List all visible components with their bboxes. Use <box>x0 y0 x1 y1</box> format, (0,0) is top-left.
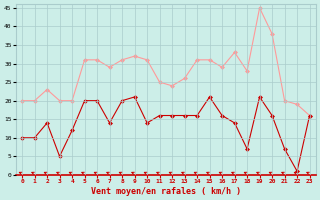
X-axis label: Vent moyen/en rafales ( km/h ): Vent moyen/en rafales ( km/h ) <box>91 187 241 196</box>
